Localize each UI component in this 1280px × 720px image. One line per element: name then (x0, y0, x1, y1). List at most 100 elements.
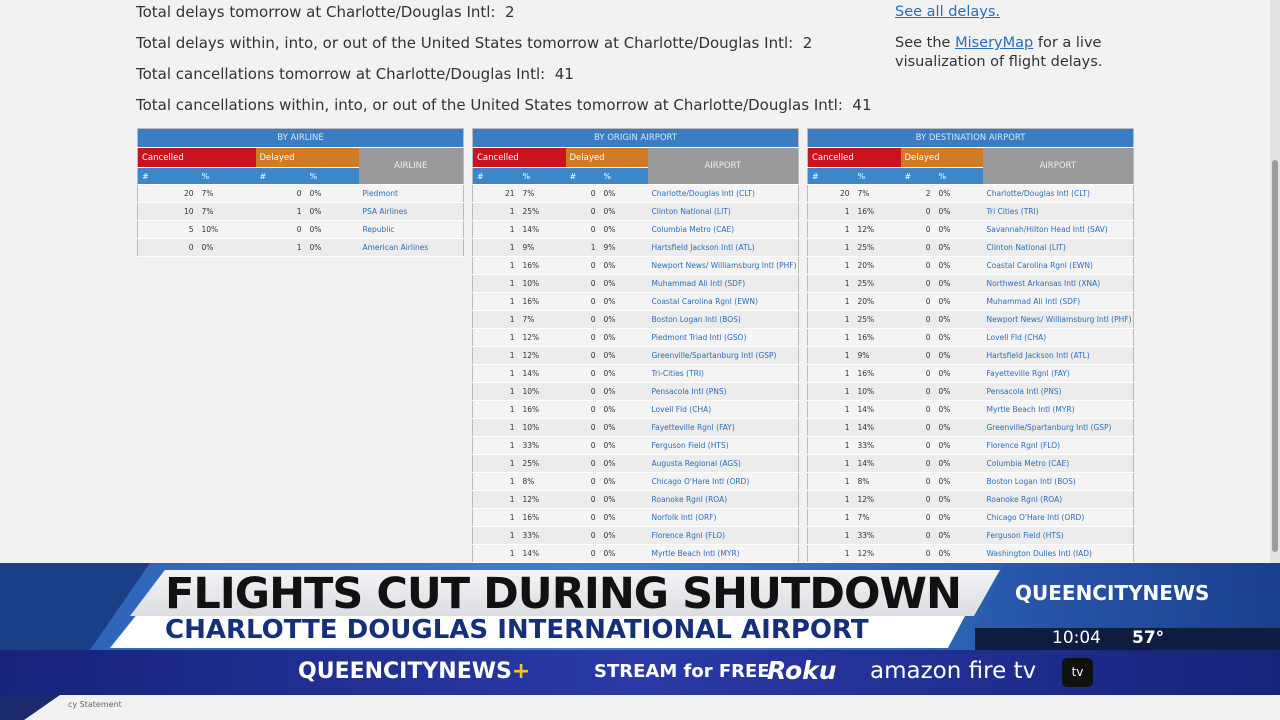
name-link[interactable]: Tri-Cities (TRI) (651, 369, 704, 378)
percent-cell: 7% (518, 184, 566, 203)
count-cell: 1 (472, 544, 519, 563)
count-cell: 1 (472, 238, 519, 257)
name-link[interactable]: PSA Airlines (362, 207, 408, 216)
count-cell: 0 (565, 256, 600, 275)
name-link[interactable]: Hartsfield Jackson Intl (ATL) (651, 243, 755, 252)
name-link[interactable]: Charlotte/Douglas Intl (CLT) (986, 189, 1090, 198)
name-link[interactable]: Augusta Regional (AGS) (651, 459, 741, 468)
subheader: % (599, 167, 648, 185)
count-cell: 0 (900, 310, 935, 329)
name-link[interactable]: Fayetteville Rgnl (FAY) (651, 423, 735, 432)
name-link[interactable]: Columbia Metro (CAE) (651, 225, 735, 234)
name-link[interactable]: Roanoke Rgnl (ROA) (986, 495, 1063, 504)
name-link[interactable]: Hartsfield Jackson Intl (ATL) (986, 351, 1090, 360)
name-cell: Boston Logan Intl (BOS) (982, 472, 1134, 491)
percent-cell: 0% (599, 310, 648, 329)
name-link[interactable]: Myrtle Beach Intl (MYR) (651, 549, 740, 558)
title-row: BY ORIGIN AIRPORT (472, 128, 799, 148)
group-row: Cancelled Delayed AIRPORT (472, 147, 799, 185)
name-link[interactable]: Pensacola Intl (PNS) (986, 387, 1062, 396)
name-link[interactable]: Norfolk Intl (ORF) (651, 513, 717, 522)
name-header: AIRPORT (982, 147, 1134, 185)
name-link[interactable]: Fayetteville Rgnl (FAY) (986, 369, 1070, 378)
name-link[interactable]: Columbia Metro (CAE) (986, 459, 1070, 468)
data-row: 1 10% 0 0% Pensacola Intl (PNS) (807, 382, 1134, 401)
count-cell: 0 (900, 508, 935, 527)
group-row: Cancelled Delayed AIRPORT (807, 147, 1134, 185)
name-link[interactable]: Washington Dulles Intl (IAD) (986, 549, 1092, 558)
group-row: Cancelled Delayed AIRLINE (137, 147, 464, 185)
name-link[interactable]: Boston Logan Intl (BOS) (651, 315, 741, 324)
name-link[interactable]: Ferguson Field (HTS) (986, 531, 1064, 540)
count-cell: 0 (900, 544, 935, 563)
name-link[interactable]: Greenville/Spartanburg Intl (GSP) (651, 351, 777, 360)
scrollbar[interactable] (1270, 0, 1280, 563)
name-cell: Florence Rgnl (FLO) (982, 436, 1134, 455)
name-link[interactable]: Newport News/ Williamsburg Intl (PHF) (651, 261, 797, 270)
name-link[interactable]: Muhammad Ali Intl (SDF) (651, 279, 746, 288)
name-link[interactable]: Florence Rgnl (FLO) (986, 441, 1061, 450)
name-cell: Hartsfield Jackson Intl (ATL) (647, 238, 799, 257)
name-link[interactable]: Lovell Fld (CHA) (986, 333, 1047, 342)
name-link[interactable]: Coastal Carolina Rgnl (EWN) (986, 261, 1093, 270)
count-cell: 1 (472, 364, 519, 383)
name-link[interactable]: Chicago O'Hare Intl (ORD) (651, 477, 750, 486)
name-link[interactable]: Charlotte/Douglas Intl (CLT) (651, 189, 755, 198)
count-cell: 0 (565, 472, 600, 491)
name-link[interactable]: Piedmont Triad Intl (GSO) (651, 333, 747, 342)
percent-cell: 14% (518, 544, 566, 563)
name-link[interactable]: Roanoke Rgnl (ROA) (651, 495, 728, 504)
percent-cell: 0% (599, 256, 648, 275)
count-cell: 1 (472, 418, 519, 437)
data-row: 1 33% 0 0% Ferguson Field (HTS) (472, 436, 799, 455)
percent-cell: 0% (934, 346, 983, 365)
delayed-header: Delayed (900, 147, 983, 168)
count-cell: 1 (807, 418, 854, 437)
count-cell: 1 (807, 436, 854, 455)
count-cell: 0 (565, 292, 600, 311)
data-row: 1 25% 0 0% Northwest Arkansas Intl (XNA) (807, 274, 1134, 293)
ticker-brand: QUEENCITYNEWS+ (298, 659, 530, 684)
name-link[interactable]: Newport News/ Williamsburg Intl (PHF) (986, 315, 1132, 324)
percent-cell: 20% (853, 256, 901, 275)
corner-stripe (0, 695, 60, 720)
name-link[interactable]: Muhammad Ali Intl (SDF) (986, 297, 1081, 306)
data-row: 1 12% 0 0% Washington Dulles Intl (IAD) (807, 544, 1134, 563)
name-link[interactable]: Clinton National (LIT) (986, 243, 1066, 252)
name-link[interactable]: Boston Logan Intl (BOS) (986, 477, 1076, 486)
percent-cell: 0% (599, 328, 648, 347)
name-link[interactable]: Florence Rgnl (FLO) (651, 531, 726, 540)
name-link[interactable]: American Airlines (362, 243, 429, 252)
percent-cell: 0% (599, 436, 648, 455)
name-link[interactable]: Chicago O'Hare Intl (ORD) (986, 513, 1085, 522)
name-link[interactable]: Piedmont (362, 189, 398, 198)
percent-cell: 0% (934, 436, 983, 455)
data-row: 1 33% 0 0% Ferguson Field (HTS) (807, 526, 1134, 545)
percent-cell: 12% (518, 490, 566, 509)
name-link[interactable]: Republic (362, 225, 395, 234)
name-cell: Hartsfield Jackson Intl (ATL) (982, 346, 1134, 365)
name-link[interactable]: Myrtle Beach Intl (MYR) (986, 405, 1075, 414)
station-logo: QUEENCITYNEWS (1015, 581, 1210, 605)
see-all-delays-link[interactable]: See all delays. (895, 4, 1000, 20)
name-link[interactable]: Coastal Carolina Rgnl (EWN) (651, 297, 758, 306)
name-link[interactable]: Tri Cities (TRI) (986, 207, 1039, 216)
subheader-row: #% #% (137, 167, 464, 185)
name-link[interactable]: Clinton National (LIT) (651, 207, 731, 216)
name-header: AIRLINE (358, 147, 464, 185)
name-link[interactable]: Pensacola Intl (PNS) (651, 387, 727, 396)
data-row: 20 7% 0 0% Piedmont (137, 184, 464, 203)
sidebar-misery: See the MiseryMap for a live visualizati… (895, 34, 1125, 72)
count-cell: 20 (137, 184, 198, 203)
percent-cell: 16% (853, 328, 901, 347)
miserymap-link[interactable]: MiseryMap (955, 35, 1034, 51)
name-link[interactable]: Lovell Fld (CHA) (651, 405, 712, 414)
name-link[interactable]: Ferguson Field (HTS) (651, 441, 729, 450)
name-link[interactable]: Northwest Arkansas Intl (XNA) (986, 279, 1101, 288)
name-cell: Coastal Carolina Rgnl (EWN) (647, 292, 799, 311)
name-link[interactable]: Greenville/Spartanburg Intl (GSP) (986, 423, 1112, 432)
logo-panel (976, 563, 1280, 628)
subheader: # (900, 167, 935, 185)
name-link[interactable]: Savannah/Hilton Head Intl (SAV) (986, 225, 1108, 234)
scrollbar-thumb[interactable] (1272, 160, 1278, 552)
